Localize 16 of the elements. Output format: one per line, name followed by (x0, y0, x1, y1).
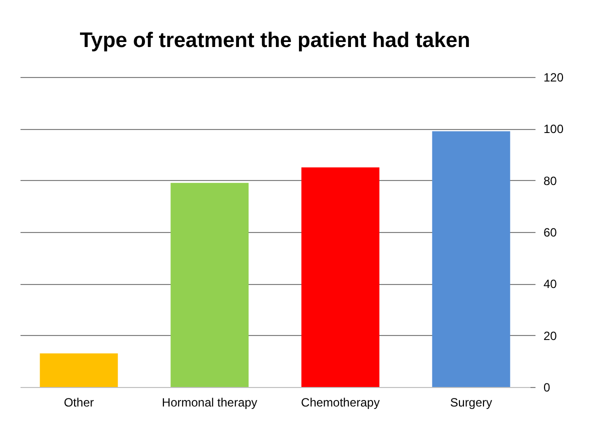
x-tick-label: Other (64, 396, 94, 410)
bar (432, 131, 510, 387)
y-tick-label: 40 (544, 277, 558, 292)
x-tick-label: Hormonal therapy (162, 396, 258, 410)
x-tick-label: Chemotherapy (301, 396, 380, 410)
y-tick-label: 20 (544, 328, 558, 343)
y-tick-label: 80 (544, 174, 558, 188)
y-tick-label: 120 (544, 70, 564, 84)
bar (170, 182, 249, 387)
bar (301, 167, 380, 387)
y-tick-label: 60 (544, 226, 558, 240)
bar (40, 353, 118, 387)
x-tick-label: Surgery (450, 396, 492, 410)
chart-title: Type of treatment the patient had taken (80, 29, 470, 52)
y-tick-label: 100 (544, 122, 564, 136)
y-tick-label: 0 (544, 380, 550, 394)
